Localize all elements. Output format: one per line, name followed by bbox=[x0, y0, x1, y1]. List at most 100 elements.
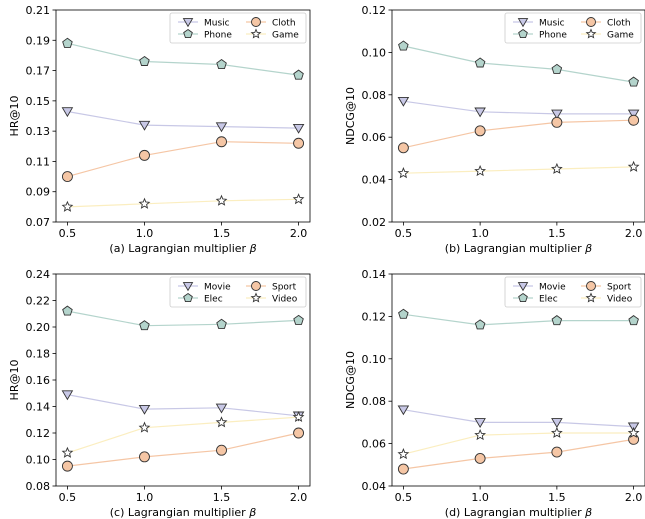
caption-symbol: β bbox=[248, 506, 256, 519]
data-point-phone bbox=[474, 57, 486, 68]
data-point-elec bbox=[293, 314, 304, 325]
series-line-movie bbox=[67, 394, 299, 417]
y-tick-label: 0.15 bbox=[26, 95, 51, 108]
legend-label: Phone bbox=[204, 31, 232, 41]
x-tick-label: 1.0 bbox=[136, 227, 154, 240]
data-point-music bbox=[292, 123, 305, 134]
y-tick-label: 0.16 bbox=[26, 374, 51, 387]
data-point-game bbox=[397, 167, 410, 179]
legend-label: Game bbox=[607, 31, 634, 41]
legend-marker-movie bbox=[517, 282, 529, 292]
panel-b: 0.02 0.04 0.06 0.08 0.10 0.12 0.5 1.0 1.5 2.0 NDCG… bbox=[344, 4, 645, 255]
y-tick-label: 0.08 bbox=[362, 89, 387, 102]
series-line-phone bbox=[403, 45, 634, 83]
series-line-sport bbox=[67, 432, 299, 467]
legend-label: Music bbox=[204, 19, 230, 29]
panel-c: 0.08 0.10 0.12 0.14 0.16 0.18 0.20 0.22 0.24 0.5 1… bbox=[8, 268, 311, 519]
legend-label: Movie bbox=[204, 283, 231, 293]
data-point-movie bbox=[551, 418, 563, 428]
data-point-game bbox=[627, 160, 640, 172]
series-line-cloth bbox=[403, 119, 634, 149]
legend-marker-phone bbox=[183, 28, 193, 39]
y-axis-label: HR@10 bbox=[8, 360, 21, 401]
data-point-movie bbox=[215, 403, 228, 414]
x-axis-caption: (d) Lagrangian multiplier β bbox=[445, 506, 592, 519]
data-point-sport bbox=[628, 433, 640, 445]
y-tick-label: 0.10 bbox=[362, 46, 387, 59]
legend-box bbox=[169, 12, 307, 44]
legend-label: Cloth bbox=[607, 19, 631, 29]
series-line-music bbox=[403, 100, 634, 115]
data-point-game bbox=[474, 164, 487, 177]
data-point-movie bbox=[474, 418, 486, 428]
data-point-phone bbox=[139, 55, 150, 66]
data-point-sport bbox=[474, 452, 486, 464]
series-line-game bbox=[403, 166, 634, 174]
y-axis-label: HR@10 bbox=[8, 96, 21, 137]
x-tick-label: 0.5 bbox=[395, 227, 413, 240]
x-tick-label: 0.5 bbox=[59, 227, 77, 240]
caption-text: (a) Lagrangian multiplier bbox=[109, 242, 249, 255]
legend-marker-phone bbox=[518, 28, 528, 39]
data-point-phone bbox=[216, 58, 227, 70]
data-point-music bbox=[215, 122, 228, 133]
x-tick-label: 2.0 bbox=[625, 227, 643, 240]
y-tick-label: 0.22 bbox=[26, 295, 51, 308]
series-line-elec bbox=[67, 310, 299, 327]
data-point-game bbox=[61, 200, 74, 212]
data-point-cloth bbox=[216, 136, 227, 148]
plot-frame bbox=[391, 9, 645, 223]
data-point-music bbox=[551, 109, 563, 120]
data-point-video bbox=[61, 446, 74, 458]
data-point-video bbox=[474, 428, 487, 441]
data-point-game bbox=[550, 162, 563, 174]
y-tick-label: 0.02 bbox=[362, 216, 387, 229]
legend-box bbox=[169, 276, 307, 308]
data-point-cloth bbox=[139, 149, 150, 161]
legend-marker-game bbox=[585, 28, 597, 39]
data-point-elec bbox=[216, 318, 227, 329]
data-point-video bbox=[215, 416, 228, 428]
y-tick-label: 0.04 bbox=[362, 480, 387, 493]
x-tick-label: 1.5 bbox=[548, 227, 566, 240]
legend-marker-sport bbox=[251, 281, 261, 291]
series-line-movie bbox=[403, 409, 634, 428]
legend-label: Video bbox=[272, 295, 298, 305]
y-tick-label: 0.12 bbox=[362, 4, 387, 17]
legend-label: Movie bbox=[539, 283, 566, 293]
data-point-cloth bbox=[293, 137, 305, 149]
y-tick-label: 0.13 bbox=[26, 125, 51, 138]
legend-marker-sport bbox=[586, 281, 596, 291]
data-point-music bbox=[61, 107, 74, 118]
data-point-video bbox=[397, 448, 410, 460]
plot-frame bbox=[391, 273, 645, 487]
caption-text: (b) Lagrangian multiplier bbox=[445, 242, 585, 255]
y-tick-label: 0.19 bbox=[26, 34, 51, 47]
legend-marker-game bbox=[250, 28, 262, 39]
data-point-phone bbox=[62, 37, 73, 48]
data-point-elec bbox=[139, 320, 150, 331]
data-point-video bbox=[138, 421, 151, 433]
legend-label: Cloth bbox=[272, 19, 296, 29]
x-tick-label: 1.5 bbox=[548, 491, 566, 504]
y-tick-label: 0.20 bbox=[26, 321, 51, 334]
y-tick-label: 0.17 bbox=[26, 65, 51, 78]
y-tick-label: 0.08 bbox=[26, 480, 51, 493]
legend-box bbox=[504, 276, 642, 308]
plot-frame bbox=[55, 9, 311, 223]
y-tick-label: 0.06 bbox=[362, 438, 387, 451]
x-tick-label: 1.0 bbox=[471, 491, 489, 504]
data-point-music bbox=[138, 120, 151, 131]
legend-label: Music bbox=[539, 19, 565, 29]
data-point-elec bbox=[474, 319, 486, 330]
panel-a: 0.07 0.09 0.11 0.13 0.15 0.17 0.19 0.21 0.5 1.0 1.… bbox=[8, 4, 311, 255]
data-point-cloth bbox=[551, 116, 563, 128]
x-tick-label: 2.0 bbox=[625, 491, 643, 504]
x-axis-caption: (b) Lagrangian multiplier β bbox=[445, 242, 592, 255]
caption-symbol: β bbox=[249, 242, 257, 255]
legend-label: Phone bbox=[539, 31, 567, 41]
x-tick-label: 0.5 bbox=[395, 491, 413, 504]
data-point-movie bbox=[138, 404, 151, 415]
data-point-elec bbox=[551, 315, 563, 326]
y-axis-label: NDCG@10 bbox=[344, 351, 357, 409]
